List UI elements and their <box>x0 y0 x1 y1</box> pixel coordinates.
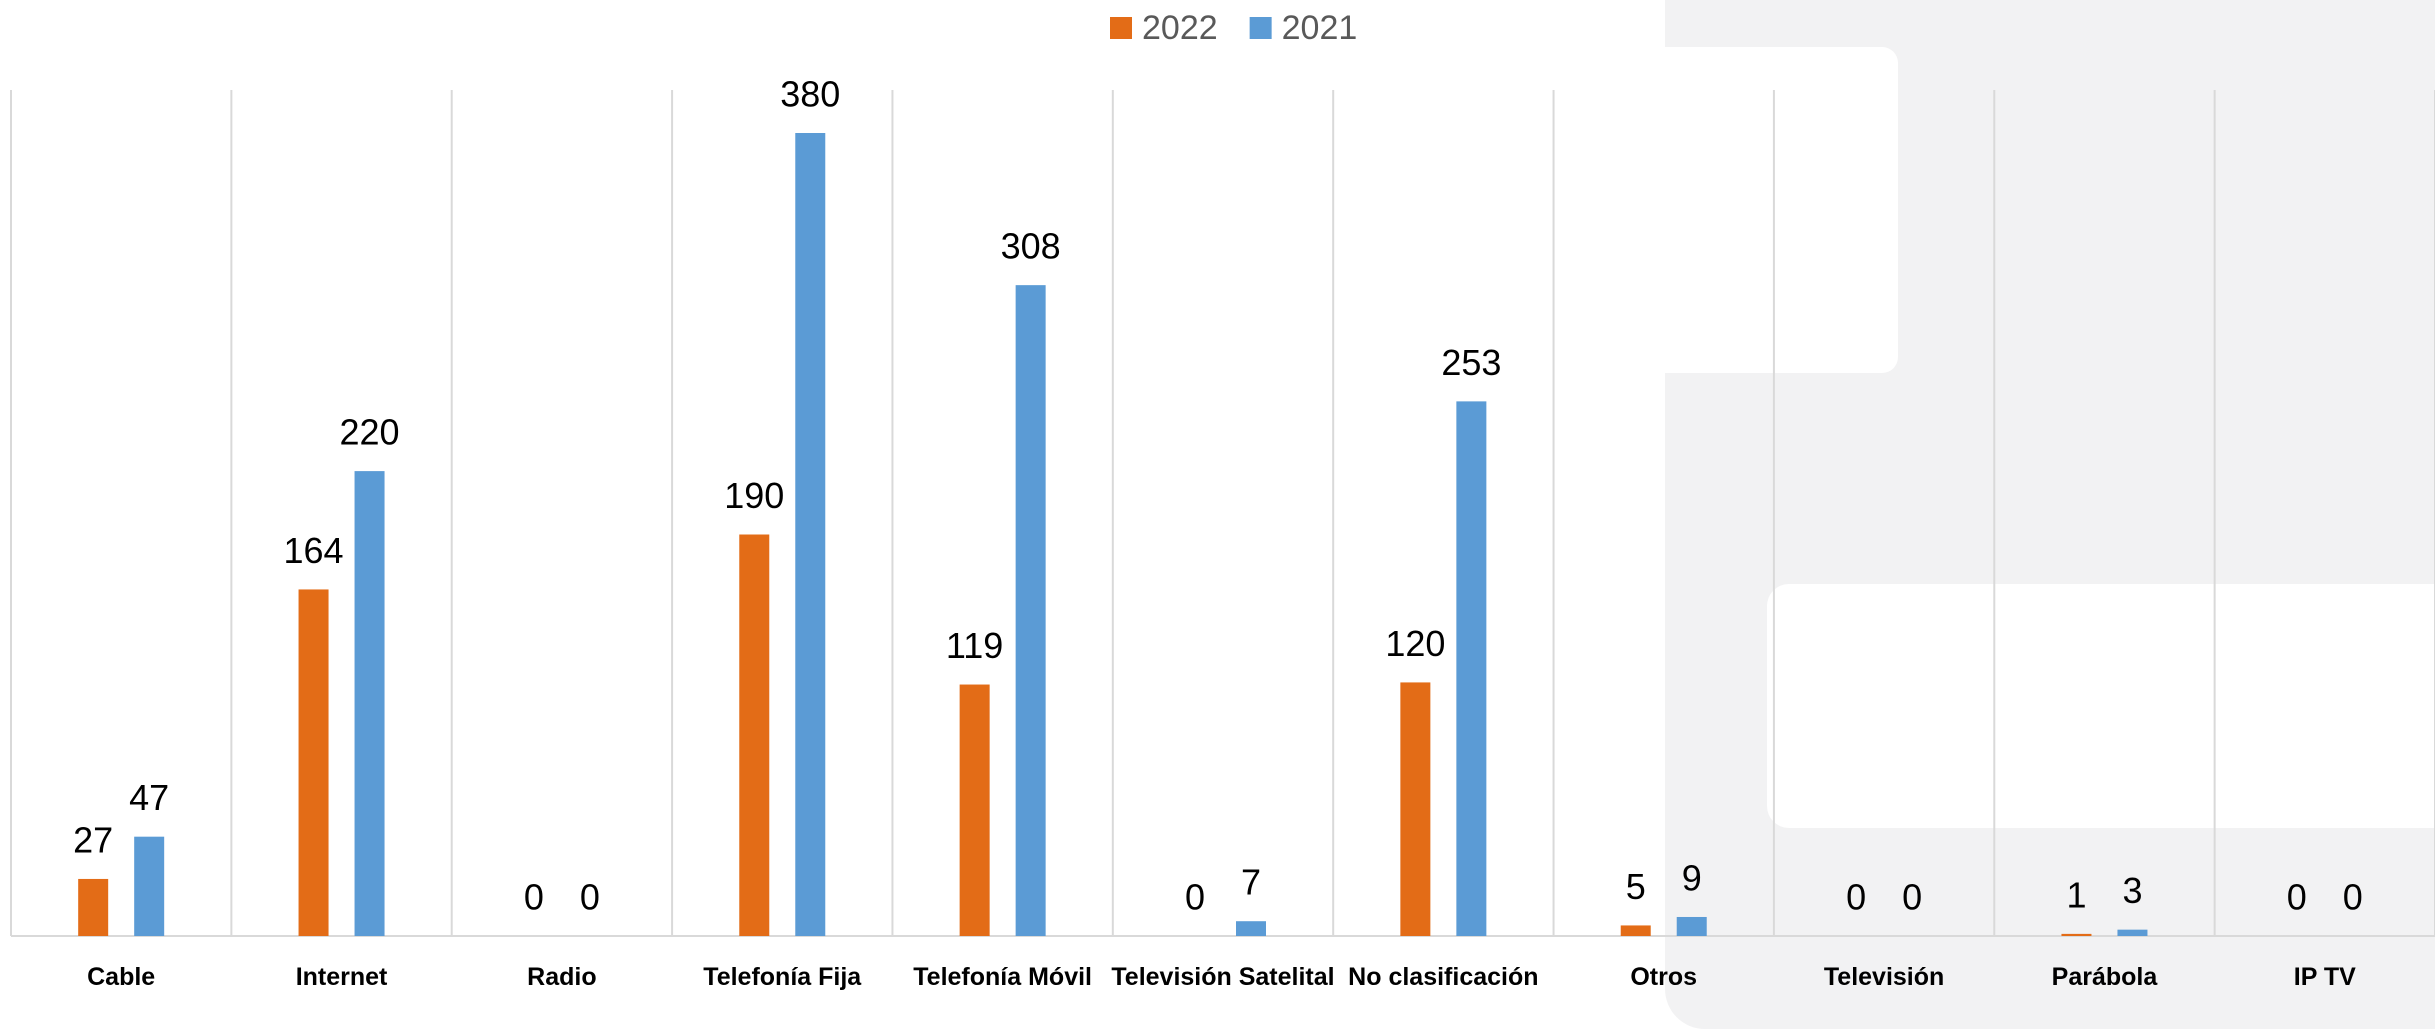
data-label: 3 <box>2122 870 2142 911</box>
data-label: 380 <box>780 74 840 115</box>
data-label: 120 <box>1385 623 1445 664</box>
x-tick-label: Cable <box>87 963 156 991</box>
legend-swatch <box>1249 17 1272 39</box>
data-label: 0 <box>2343 877 2363 918</box>
bar <box>354 471 385 936</box>
bar <box>2061 933 2092 936</box>
data-label: 308 <box>1001 226 1061 267</box>
data-label: 0 <box>1846 877 1866 918</box>
x-tick-label: Radio <box>527 963 597 991</box>
bar <box>134 836 165 936</box>
legend-swatch <box>1110 17 1132 39</box>
data-label: 1 <box>2066 874 2086 915</box>
data-label: 7 <box>1241 862 1261 903</box>
background-shape <box>1600 0 2435 1029</box>
bar <box>298 589 329 936</box>
x-tick-label: Internet <box>295 963 388 991</box>
x-tick-label: Televisión Satelital <box>1111 963 1335 991</box>
x-tick-label: Telefonía Fija <box>703 963 862 991</box>
x-tick-label: Otros <box>1630 963 1698 991</box>
x-tick-label: Televisión <box>1823 963 1945 991</box>
data-label: 0 <box>580 877 600 918</box>
data-label: 119 <box>946 625 1003 666</box>
x-tick-label: IP TV <box>2293 963 2356 991</box>
bar <box>1456 401 1487 936</box>
data-label: 190 <box>724 475 784 516</box>
data-label: 47 <box>129 777 169 818</box>
bar <box>2117 929 2148 936</box>
bar <box>1015 285 1046 937</box>
x-tick-label: No clasificación <box>1348 963 1539 991</box>
legend-label: 2021 <box>1282 9 1358 47</box>
data-label: 0 <box>1902 877 1922 918</box>
x-tick-label: Parábola <box>2051 963 2158 991</box>
data-label: 9 <box>1682 857 1702 898</box>
bar <box>1676 916 1707 936</box>
bar <box>1236 921 1266 936</box>
bar <box>795 133 826 936</box>
data-label: 0 <box>524 877 544 918</box>
data-label: 27 <box>73 819 113 860</box>
data-label: 0 <box>2287 877 2307 918</box>
bar <box>78 878 109 936</box>
data-label: 5 <box>1626 866 1646 907</box>
data-label: 253 <box>1441 342 1501 383</box>
x-tick-label: Telefonía Móvil <box>913 963 1092 991</box>
bar <box>959 684 990 936</box>
data-label: 220 <box>340 412 400 453</box>
bar <box>739 534 770 936</box>
data-label: 164 <box>284 530 344 571</box>
bar <box>1400 682 1431 936</box>
data-label: 0 <box>1185 877 1205 918</box>
legend-label: 2022 <box>1142 9 1218 47</box>
bar <box>1620 925 1651 936</box>
